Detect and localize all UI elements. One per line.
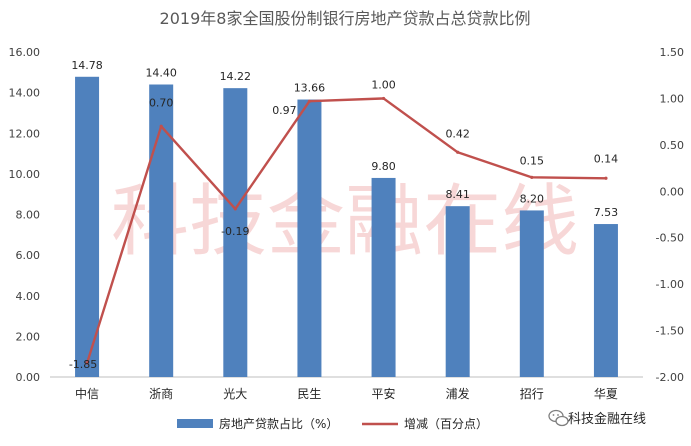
legend-swatch-bar: [177, 419, 213, 428]
line-point: [530, 175, 534, 179]
y-left-tick-label: 8.00: [16, 209, 41, 222]
line-value-label: -0.19: [221, 225, 249, 238]
legend-label-bar: 房地产贷款占比（%）: [219, 416, 338, 431]
bar-value-label: 14.78: [71, 59, 103, 72]
line-point: [85, 361, 89, 365]
watermark-text: 科技金融在线: [111, 177, 579, 267]
logo-text: 科技金融在线: [568, 411, 646, 427]
legend-label-line: 增减（百分点）: [404, 417, 488, 431]
line-point: [233, 207, 237, 211]
y-left-tick-label: 6.00: [16, 249, 41, 262]
y-right-tick-label: -2.00: [656, 371, 684, 384]
line-value-label: 0.15: [520, 154, 545, 167]
bar-value-label: 13.66: [294, 82, 326, 95]
line-point: [604, 176, 608, 180]
y-right-tick-label: -1.50: [656, 325, 684, 338]
y-right-tick-label: -1.00: [656, 278, 684, 291]
y-right-tick-label: 0.50: [660, 139, 685, 152]
bar-value-label: 8.41: [445, 188, 470, 201]
y-right-tick-label: 1.50: [660, 46, 685, 59]
bar: [149, 84, 174, 377]
x-tick-label: 光大: [223, 387, 247, 401]
bar-value-label: 9.80: [371, 160, 396, 173]
y-left-tick-label: 14.00: [9, 87, 41, 100]
line-value-label: 1.00: [371, 78, 396, 91]
y-left-tick-label: 0.00: [16, 371, 41, 384]
x-tick-label: 民生: [297, 387, 321, 401]
x-tick-label: 中信: [75, 386, 99, 401]
line-value-label: 0.42: [445, 127, 470, 140]
line-value-label: -1.85: [69, 358, 97, 371]
line-point: [381, 96, 386, 101]
y-left-tick-label: 16.00: [9, 46, 41, 59]
logo: 科技金融在线: [548, 409, 646, 427]
chart-title: 2019年8家全国股份制银行房地产贷款占总贷款比例: [160, 9, 531, 28]
x-tick-label: 华夏: [594, 387, 618, 401]
bar: [519, 210, 544, 377]
y-left-tick-label: 10.00: [9, 168, 41, 181]
line-point: [307, 99, 312, 103]
x-tick-label: 平安: [372, 386, 396, 401]
legend: 房地产贷款占比（%） 增减（百分点）: [177, 416, 488, 431]
bar: [445, 206, 470, 377]
bar-value-label: 14.22: [220, 70, 252, 83]
bar: [223, 88, 248, 377]
line-point: [456, 150, 460, 154]
bar: [297, 99, 322, 377]
line-value-label: 0.97: [272, 104, 297, 117]
y-right-tick-label: 0.00: [660, 185, 685, 198]
line-value-label: 0.70: [149, 96, 174, 109]
line-value-label: 0.14: [594, 152, 619, 165]
y-left-tick-label: 2.00: [16, 330, 41, 343]
bar-value-label: 14.40: [145, 67, 177, 80]
y-right-tick-label: 1.00: [660, 92, 685, 105]
y-left-tick-label: 12.00: [9, 127, 41, 140]
watermark: 科技金融在线: [111, 177, 579, 267]
x-tick-label: 浦发: [446, 386, 470, 401]
line-point: [159, 124, 163, 128]
bar: [75, 76, 100, 377]
y-right-tick-label: -0.50: [656, 232, 684, 245]
bar: [593, 224, 618, 377]
bar-value-label: 7.53: [594, 206, 619, 219]
x-tick-label: 招行: [520, 387, 544, 401]
series-line: [85, 97, 606, 364]
y-left-tick-label: 4.00: [16, 290, 41, 303]
bar-value-label: 8.20: [520, 192, 545, 205]
bar: [371, 177, 396, 377]
x-tick-label: 浙商: [149, 386, 173, 401]
wechat-icon: [548, 409, 569, 427]
